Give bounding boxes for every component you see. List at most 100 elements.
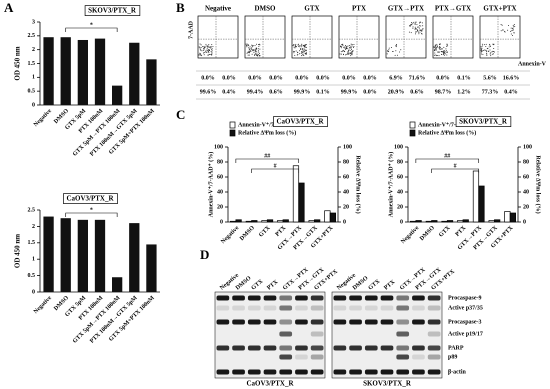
- band: [333, 295, 347, 301]
- x-tick-label: Negative: [33, 108, 53, 128]
- cell-line-label: CaOV3/PTX_R: [246, 380, 294, 388]
- event-dot: [418, 31, 420, 33]
- event-dot: [249, 50, 251, 52]
- event-dot: [418, 22, 420, 24]
- event-dot: [211, 44, 213, 46]
- event-dot: [444, 51, 446, 53]
- quadrant-value: 98.7%: [435, 89, 452, 95]
- event-dot: [439, 48, 441, 50]
- band: [279, 305, 293, 311]
- event-dot: [251, 53, 253, 55]
- title-box: [273, 116, 328, 127]
- y-tick-label: 3: [32, 19, 35, 25]
- event-dot: [422, 29, 424, 31]
- bar: [504, 211, 511, 223]
- event-dot: [301, 55, 303, 57]
- significance-mark: ##: [444, 153, 450, 159]
- event-dot: [200, 44, 202, 46]
- lane-label: PTX: [266, 279, 280, 292]
- quadrant-value: 71.6%: [409, 75, 426, 81]
- event-dot: [252, 44, 254, 46]
- event-dot: [345, 54, 347, 56]
- band: [380, 305, 394, 311]
- event-dot: [252, 50, 254, 52]
- event-dot: [300, 52, 302, 54]
- event-dot: [412, 21, 414, 23]
- significance-bracket: [65, 27, 118, 32]
- band: [279, 369, 293, 375]
- bar: [266, 219, 274, 223]
- event-dot: [212, 46, 214, 48]
- band: [232, 319, 245, 325]
- dot-plot: [479, 15, 521, 59]
- band: [396, 345, 410, 351]
- y2-tick-label: 20: [523, 204, 529, 210]
- quadrant-value: 1.2%: [457, 89, 471, 95]
- event-dot: [348, 52, 350, 54]
- band: [263, 345, 277, 351]
- event-dot: [350, 51, 352, 53]
- legend-label: Relative ΔΨm loss (%): [238, 129, 296, 136]
- event-dot: [351, 51, 353, 53]
- band: [364, 305, 378, 311]
- table-rules: [196, 70, 530, 100]
- event-dot: [410, 24, 412, 26]
- quadrant-value: 77.3%: [482, 89, 499, 95]
- y-tick-label: 2.5: [28, 33, 36, 39]
- band: [380, 295, 394, 301]
- event-dot: [258, 51, 260, 53]
- bar: [324, 210, 331, 223]
- event-dot: [296, 54, 298, 56]
- band-label: Procaspase-3: [448, 319, 482, 325]
- y-tick-label: 100: [394, 144, 403, 150]
- quadrant-value: 0.0%: [363, 89, 377, 95]
- event-dot: [436, 55, 438, 57]
- event-dot: [493, 47, 495, 49]
- cell-line-label: SKOV3/PTX_R: [363, 380, 412, 388]
- band-label: PARP: [448, 345, 464, 351]
- x-tick-label: Negative: [33, 295, 53, 315]
- event-dot: [514, 25, 516, 27]
- band-label: β-actin: [448, 369, 466, 375]
- event-dot: [422, 25, 424, 27]
- event-dot: [304, 46, 306, 48]
- event-dot: [201, 55, 203, 57]
- event-dot: [440, 43, 442, 45]
- quadrant: [480, 16, 520, 58]
- band: [412, 354, 425, 360]
- sample-label: PTX→GTX: [435, 5, 471, 13]
- event-dot: [349, 44, 351, 46]
- event-dot: [400, 49, 402, 51]
- bar: [43, 37, 54, 105]
- y2-tick-label: 40: [343, 189, 349, 195]
- quadrant: [198, 16, 238, 58]
- bar: [441, 220, 448, 223]
- event-dot: [421, 33, 423, 35]
- chart-title: CaOV3/PTX_R: [276, 118, 324, 126]
- event-dot: [446, 54, 448, 56]
- event-dot: [492, 44, 494, 46]
- event-dot: [395, 50, 397, 52]
- panel-label: C: [176, 107, 185, 122]
- dot-plot: [197, 15, 239, 59]
- event-dot: [481, 43, 483, 45]
- event-dot: [435, 54, 437, 56]
- event-dot: [305, 46, 307, 48]
- event-dot: [447, 45, 449, 47]
- significance-mark: #: [454, 163, 457, 169]
- event-dot: [480, 47, 482, 49]
- event-dot: [349, 50, 351, 52]
- event-dot: [481, 50, 483, 52]
- event-dot: [199, 43, 201, 45]
- bar: [282, 219, 289, 223]
- event-dot: [434, 47, 436, 49]
- quadrant-value: 99.4%: [247, 89, 264, 95]
- band: [427, 319, 441, 325]
- event-dot: [207, 49, 209, 51]
- event-dot: [298, 45, 300, 47]
- quadrant-value: 0.0%: [295, 75, 309, 81]
- event-dot: [207, 54, 209, 56]
- band: [427, 354, 441, 360]
- band: [295, 345, 308, 351]
- event-dot: [293, 51, 295, 53]
